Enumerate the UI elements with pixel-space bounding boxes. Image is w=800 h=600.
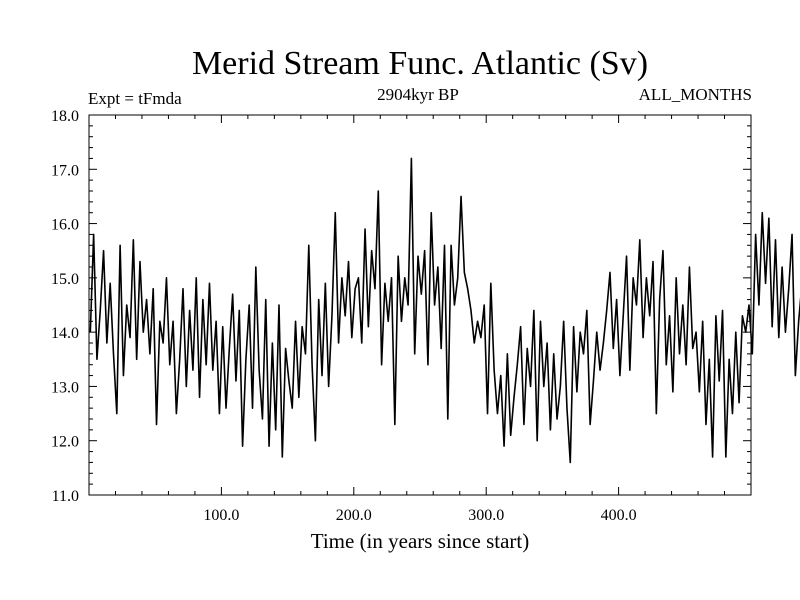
y-tick-label: 12.0: [51, 434, 79, 451]
x-tick-label: 200.0: [336, 507, 372, 524]
data-series-line: [89, 157, 800, 464]
x-tick-label: 400.0: [601, 507, 637, 524]
y-tick-label: 16.0: [51, 217, 79, 234]
y-tick-label: 18.0: [51, 108, 79, 125]
y-tick-label: 15.0: [51, 271, 79, 288]
y-tick-label: 11.0: [52, 488, 79, 505]
y-tick-label: 13.0: [51, 379, 79, 396]
x-axis-label: Time (in years since start): [311, 529, 530, 553]
x-tick-labels: 100.0 200.0 300.0 400.0: [203, 507, 636, 524]
x-tick-label: 300.0: [468, 507, 504, 524]
period-label: 2904kyr BP: [377, 85, 459, 104]
chart-title: Merid Stream Func. Atlantic (Sv): [192, 45, 648, 82]
experiment-label: Expt = tFmda: [88, 89, 182, 108]
x-tick-label: 100.0: [203, 507, 239, 524]
plot-frame: [88, 114, 752, 496]
months-label: ALL_MONTHS: [639, 85, 752, 104]
y-tick-label: 14.0: [51, 325, 79, 342]
y-tick-labels: 11.0 12.0 13.0 14.0 15.0 16.0 17.0 18.0: [51, 108, 79, 505]
y-tick-label: 17.0: [51, 162, 79, 179]
